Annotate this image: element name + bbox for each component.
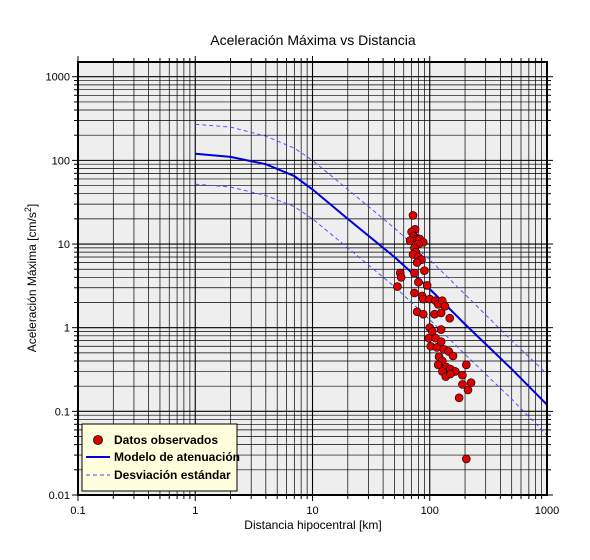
observed-data-point (422, 281, 432, 290)
std-deviation-line-2 (195, 123, 548, 375)
observed-data-point (462, 360, 471, 370)
observed-data-point (436, 337, 446, 347)
y-axis-label-main: Aceleración Máxima [cm/s (25, 212, 39, 352)
plot-frame (77, 61, 548, 496)
observed-data-point (462, 454, 471, 464)
observed-data-point (458, 370, 467, 380)
x-tick-label: 1000 (535, 505, 559, 517)
x-tick-label: 0.1 (70, 505, 85, 517)
std-deviation-line-3 (195, 183, 548, 436)
chart-title: Aceleración Máxima vs Distancia (210, 32, 416, 48)
attenuation-model-line (195, 152, 548, 406)
observed-data-point (414, 277, 423, 287)
y-axis-label: Aceleración Máxima [cm/s2] (23, 204, 39, 352)
legend-label-observed: Datos observados (114, 433, 218, 447)
observed-data-point (393, 282, 402, 291)
observed-data-point (466, 378, 476, 388)
observed-data-point (433, 360, 443, 370)
observed-data-point (408, 211, 418, 220)
observed-data-point (436, 325, 446, 334)
observed-points (393, 211, 476, 464)
x-tick-label: 1 (192, 505, 198, 517)
observed-data-point (410, 288, 419, 298)
observed-data-point (440, 302, 450, 311)
x-axis-label: Distancia hipocentral [km] (244, 518, 381, 532)
y-tick-label: 0.01 (49, 490, 70, 502)
model-lines (195, 123, 548, 436)
y-axis-label-end: ] (25, 204, 39, 207)
legend-label-model: Modelo de atenuación (114, 450, 240, 464)
y-tick-label: 1000 (46, 72, 70, 84)
observed-data-point (405, 236, 415, 245)
observed-data-point (454, 393, 464, 403)
observed-data-point (448, 351, 458, 361)
legend-marker-observed (93, 435, 103, 445)
observed-data-point (420, 266, 429, 276)
grid-lines (77, 62, 547, 496)
y-tick-label: 100 (52, 155, 70, 167)
observed-data-point (436, 308, 446, 318)
observed-data-point (446, 369, 455, 379)
observed-data-point (458, 380, 467, 389)
observed-data-point (410, 268, 419, 278)
legend: Datos observados Modelo de atenuación De… (81, 423, 240, 492)
observed-data-point (463, 385, 473, 395)
y-tick-label: 10 (58, 239, 70, 251)
observed-data-point (418, 309, 428, 319)
observed-data-point (445, 313, 455, 323)
y-tick-label: 0.1 (55, 406, 70, 418)
y-axis-label-superscript: 2 (23, 207, 33, 212)
legend-label-stddev: Desviación estándar (114, 468, 231, 482)
y-tick-label: 1 (64, 323, 70, 335)
observed-data-point (412, 258, 422, 267)
x-tick-label: 100 (421, 505, 439, 517)
observed-data-point (396, 273, 406, 282)
x-tick-label: 10 (306, 505, 318, 517)
